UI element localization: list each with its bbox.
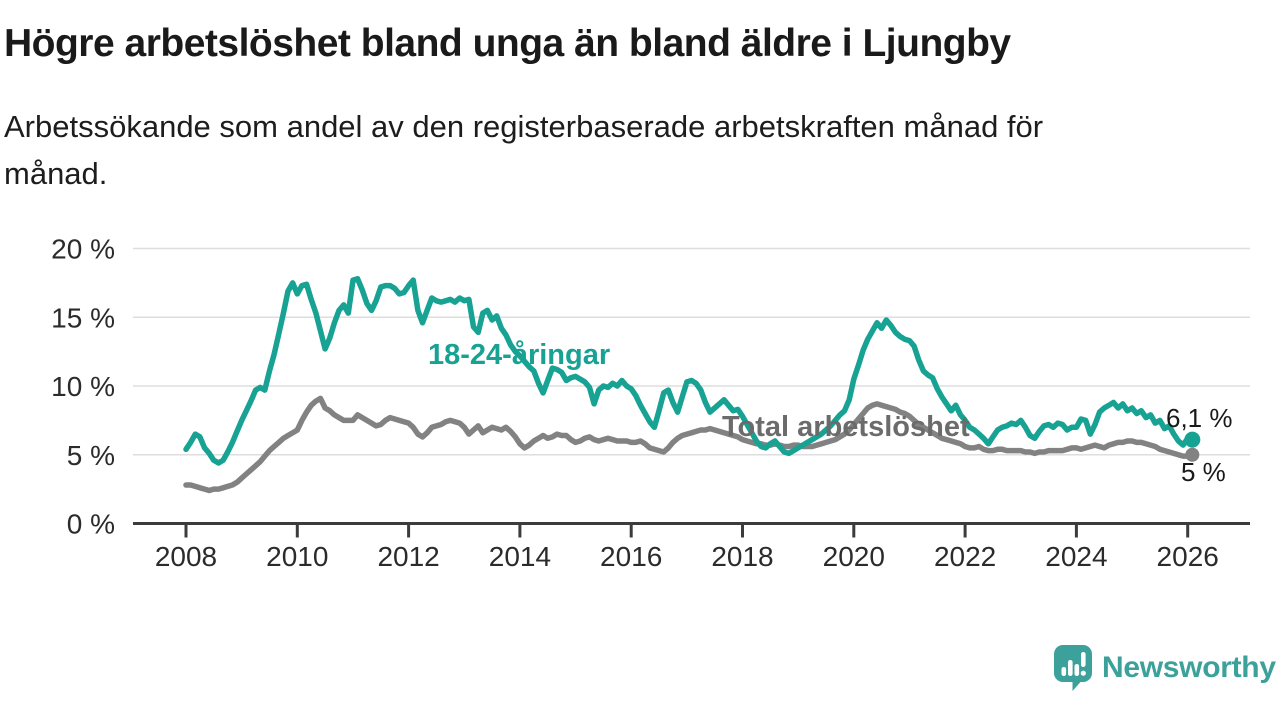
y-tick-label: 10 %	[51, 371, 115, 402]
x-tick-label: 2024	[1045, 541, 1107, 572]
y-tick-label: 15 %	[51, 302, 115, 333]
x-tick-label: 2014	[489, 541, 551, 572]
brand-name: Newsworthy	[1102, 651, 1276, 684]
x-tick-label: 2026	[1157, 541, 1219, 572]
end-value-label-youth: 6,1 %	[1166, 403, 1233, 433]
series-line-18-24-åringar	[183, 276, 1196, 466]
y-tick-label: 20 %	[51, 234, 115, 265]
brand-footer[interactable]: Newsworthy	[1054, 645, 1276, 691]
x-tick-label: 2010	[266, 541, 328, 572]
x-tick-label: 2012	[377, 541, 439, 572]
newsworthy-logo-icon	[1054, 645, 1092, 691]
series-label-total: Total arbetslöshet	[722, 411, 970, 443]
x-tick-label: 2018	[711, 541, 773, 572]
series-lines	[183, 276, 1201, 494]
series-line-total-arbetslöshet	[183, 395, 1196, 494]
x-tick-label: 2008	[155, 541, 217, 572]
end-value-label-total: 5 %	[1181, 457, 1226, 487]
series-label-youth: 18-24-åringar	[428, 339, 610, 371]
axes: 2008 2010 2012 2014 2016 2018 2020 2022 2024 2026…	[51, 234, 1250, 572]
end-dot-youth	[1184, 431, 1201, 448]
x-tick-label: 2020	[823, 541, 885, 572]
page-title: Högre arbetslöshet bland unga än bland ä…	[4, 22, 1011, 65]
chart-subtitle: Arbetssökande som andel av den registerb…	[4, 109, 1044, 191]
line-chart: 2008 2010 2012 2014 2016 2018 2020 2022 2024 2026…	[51, 234, 1250, 572]
x-tick-label: 2016	[600, 541, 662, 572]
end-dot-total	[1185, 447, 1200, 462]
x-tick-label: 2022	[934, 541, 996, 572]
y-tick-label: 5 %	[67, 440, 115, 471]
annotations: 18-24-åringar Total arbetslöshet 6,1 % 5…	[428, 339, 1233, 487]
y-tick-label: 0 %	[67, 509, 115, 540]
